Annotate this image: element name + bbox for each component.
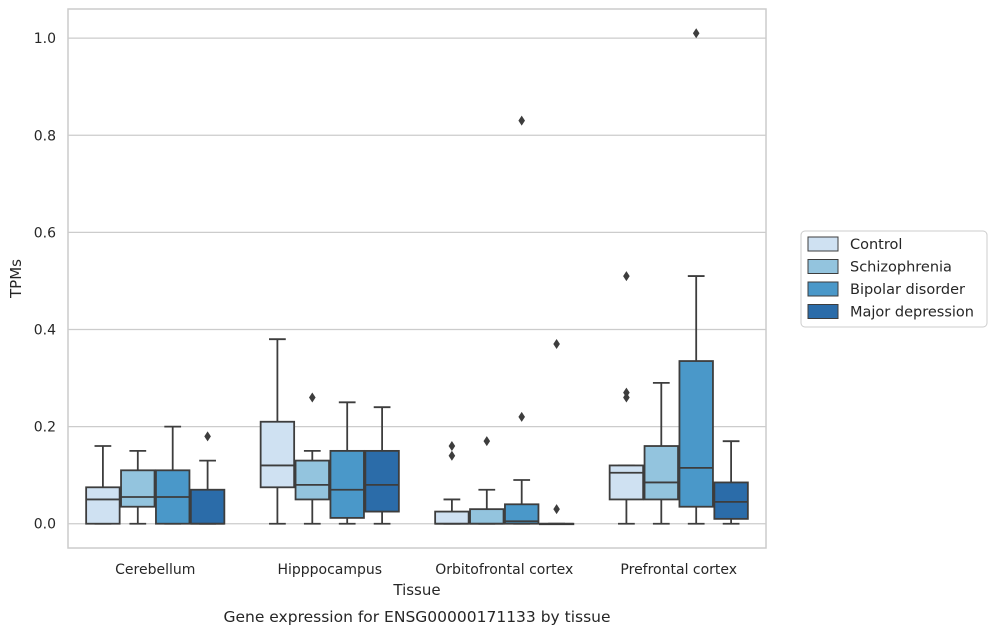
y-tick-label: 0.8	[34, 128, 56, 144]
y-tick-label: 0.2	[34, 420, 56, 436]
box-group	[364, 406, 400, 525]
outlier-point	[553, 339, 560, 350]
box	[259, 420, 296, 489]
y-tick-label: 1.0	[34, 31, 56, 47]
plot-area-frame	[67, 8, 767, 549]
box-group	[608, 271, 645, 525]
outlier-point	[448, 450, 456, 461]
box-group	[713, 440, 749, 525]
legend-label: Bipolar disorder	[850, 282, 965, 298]
outlier-point	[623, 387, 630, 398]
legend-label: Schizophrenia	[850, 260, 952, 276]
outlier-point	[623, 271, 630, 282]
outlier-point	[448, 441, 456, 452]
box-group	[504, 115, 540, 525]
box	[120, 469, 156, 508]
box-group	[434, 441, 470, 525]
box	[364, 449, 400, 513]
legend-swatch	[807, 281, 839, 297]
box-group	[294, 392, 330, 525]
outlier-point	[553, 504, 560, 515]
legend-swatch	[807, 236, 839, 252]
legend-label: Control	[850, 237, 902, 253]
x-tick-label: Prefrontal cortex	[620, 562, 737, 578]
box-group	[643, 382, 679, 525]
box	[329, 449, 365, 519]
y-axis-ticks: 0.0 0.2 0.4 0.6 0.8 1.0	[34, 31, 56, 533]
box	[434, 510, 470, 525]
box	[85, 486, 121, 525]
outlier-point	[518, 115, 525, 126]
box-plot-boxes	[85, 28, 749, 526]
x-tick-label: Hipppocampus	[277, 562, 382, 578]
outlier-point	[204, 431, 211, 442]
legend-frame	[800, 230, 988, 328]
box-group	[259, 338, 296, 525]
box	[713, 481, 749, 520]
legend-label: Major depression	[850, 305, 974, 321]
box-group	[189, 431, 226, 525]
legend-swatch	[807, 304, 839, 319]
box-group	[538, 339, 575, 526]
legend: Control Schizophrenia Bipolar disorder Majo…	[800, 230, 988, 328]
box	[189, 488, 226, 525]
box-group	[469, 436, 505, 525]
box-group	[678, 28, 714, 525]
box	[608, 464, 645, 501]
x-axis-ticks: Cerebellum Hipppocampus Orbitofrontal cort…	[115, 562, 737, 578]
box	[643, 445, 679, 501]
y-axis-label: TPMs	[7, 259, 25, 299]
x-axis-label: Tissue	[392, 581, 440, 599]
legend-swatch	[807, 259, 839, 274]
grid-lines	[68, 37, 766, 525]
x-tick-label: Orbitofrontal cortex	[435, 562, 573, 578]
box-group	[85, 445, 121, 525]
chart-caption: Gene expression for ENSG00000171133 by t…	[223, 608, 610, 626]
box	[469, 508, 505, 525]
y-tick-label: 0.6	[34, 225, 56, 241]
outlier-point	[483, 436, 491, 447]
box-group	[329, 401, 365, 525]
outlier-point	[309, 392, 316, 403]
box	[504, 503, 540, 525]
box-group	[120, 449, 156, 525]
x-tick-label: Cerebellum	[115, 562, 195, 578]
box	[678, 360, 714, 508]
y-tick-label: 0.4	[34, 322, 56, 338]
outlier-point	[518, 411, 525, 422]
outlier-point	[692, 28, 700, 39]
y-tick-label: 0.0	[34, 517, 56, 533]
box-group	[155, 425, 191, 525]
box	[294, 459, 330, 501]
